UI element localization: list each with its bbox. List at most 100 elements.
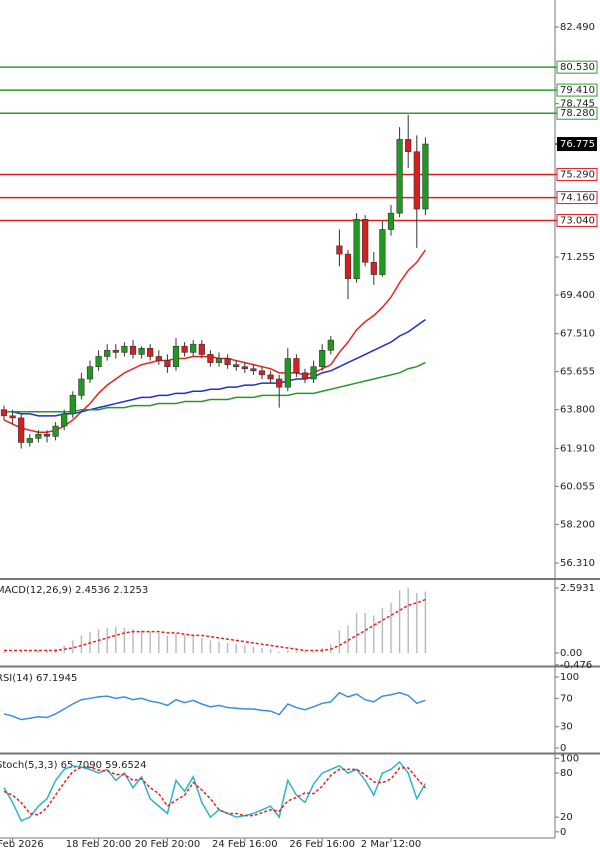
candle-body [233, 364, 240, 368]
x-tick-label: 18 Feb 20:00 [66, 839, 132, 849]
y-tick-label: 0 [560, 743, 566, 754]
x-tick-label: 16 Feb 2026 [0, 839, 44, 849]
indicator-line [4, 318, 426, 417]
level-label-box [556, 106, 598, 120]
y-tick-label: 80 [560, 768, 573, 779]
y-tick-label: 60.055 [560, 481, 595, 492]
candle-body [267, 374, 274, 380]
x-tick-label: 26 Feb 16:00 [289, 839, 355, 849]
y-tick-label: 61.910 [560, 443, 595, 454]
y-tick-label: 100 [560, 753, 579, 764]
candle-body [181, 345, 188, 353]
candle-body [61, 413, 68, 427]
level-label-box [556, 167, 598, 181]
candle-body [112, 350, 119, 353]
candle-body [35, 433, 42, 439]
candle-body [172, 345, 180, 368]
y-tick-label: 82.490 [560, 22, 595, 33]
candle-body [95, 356, 102, 368]
indicator-line [3, 249, 427, 433]
candle-body [327, 339, 334, 351]
last-price-label: 76.775 [560, 139, 595, 150]
candle-body [276, 378, 283, 388]
candle-body [250, 368, 257, 372]
y-tick-label: 78.745 [560, 99, 595, 110]
candle-body [353, 218, 360, 279]
level-label-box [556, 191, 598, 205]
candle-body [164, 360, 171, 368]
y-tick-label: 71.255 [560, 252, 595, 263]
candle-body [138, 347, 145, 355]
y-tick-label: 70 [560, 693, 573, 704]
y-tick-label: 69.400 [560, 290, 595, 301]
y-tick-label: 56.310 [560, 558, 595, 569]
candle-body [379, 229, 386, 275]
last-price-box [557, 137, 597, 152]
candle-body [319, 350, 326, 368]
candle-body [258, 370, 266, 376]
level-label: 74.160 [560, 193, 595, 204]
candle-body [362, 218, 369, 263]
panel-title: MACD(12,26,9) 2.4536 2.1253 [0, 585, 148, 596]
level-label: 78.280 [560, 108, 595, 119]
indicator-line [3, 766, 426, 817]
candle-body [207, 354, 214, 363]
level-label: 73.040 [560, 216, 595, 227]
candle-body [147, 347, 154, 357]
indicator-line [4, 361, 426, 413]
candle-body [129, 345, 137, 355]
candle-body [78, 378, 85, 396]
candle-body [310, 366, 317, 380]
y-tick-label: 65.655 [560, 367, 595, 378]
level-label-box [556, 83, 598, 97]
candle-body [52, 425, 59, 437]
y-tick-label: 20 [560, 812, 573, 823]
candle-body [413, 151, 420, 210]
candle-body [215, 358, 223, 363]
candle-body [370, 261, 377, 275]
candle-body [224, 358, 231, 365]
y-tick-label: 0 [560, 827, 566, 838]
candle-body [336, 245, 343, 255]
candle-body [155, 356, 162, 361]
level-label: 75.290 [560, 169, 595, 180]
y-tick-label: 63.800 [560, 405, 595, 416]
y-tick-label: -0.476 [560, 660, 592, 671]
y-tick-label: 67.510 [560, 329, 595, 340]
level-label-box [556, 60, 598, 74]
x-tick-label: 24 Feb 16:00 [212, 839, 278, 849]
candle-body [301, 372, 309, 380]
level-label-box [556, 214, 598, 228]
candle-body [387, 212, 395, 230]
candle-body [241, 366, 248, 370]
candle-body [0, 409, 8, 417]
level-label: 80.530 [560, 62, 595, 73]
candle-body [104, 350, 111, 357]
level-label: 79.410 [560, 85, 595, 96]
candle-body [26, 438, 33, 443]
y-tick-label: 0.00 [560, 648, 582, 659]
candle-body [396, 139, 403, 214]
candle-body [344, 253, 352, 279]
candle-body [422, 143, 429, 210]
candle-body [284, 358, 291, 388]
y-tick-label: 2.5931 [560, 583, 595, 594]
x-tick-label: 20 Feb 20:00 [135, 839, 201, 849]
candle-body [9, 415, 16, 419]
x-tick-label: 2 Mar 12:00 [361, 839, 421, 849]
y-tick-label: 100 [560, 672, 579, 683]
indicator-line [3, 691, 426, 721]
candle-body [43, 433, 51, 437]
candle-body [293, 358, 300, 374]
y-tick-label: 58.200 [560, 519, 595, 530]
candle-body [190, 343, 197, 353]
indicator-line [4, 598, 426, 652]
candle-body [86, 366, 94, 380]
candle-body [69, 395, 76, 415]
candle-body [18, 417, 25, 443]
candle-body [121, 345, 128, 353]
candle-body [198, 343, 205, 355]
candle-body [405, 139, 412, 153]
